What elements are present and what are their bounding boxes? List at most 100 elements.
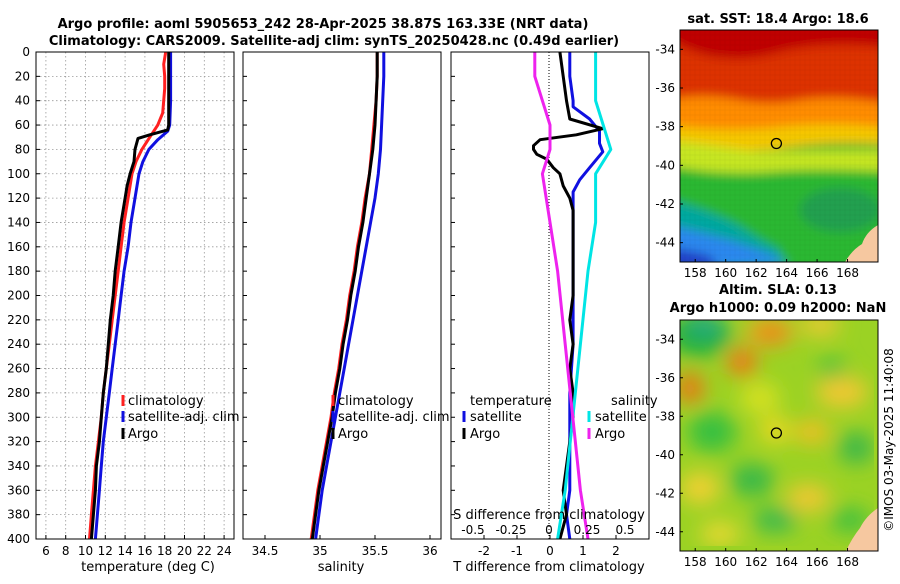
- sla-map-title-1: Altim. SLA: 0.13: [719, 283, 837, 298]
- title-line-1: Argo profile: aoml 5905653_242 28-Apr-20…: [58, 17, 589, 32]
- difference-xlabel: T difference from climatology: [452, 560, 645, 575]
- x-tick-label: 10: [78, 544, 93, 558]
- depth-tick-label: 300: [7, 410, 30, 424]
- x-tick-label: 6: [42, 544, 50, 558]
- map-y-tick-label: -42: [655, 197, 675, 211]
- x-tick-label: 14: [117, 544, 132, 558]
- series-line-s_satellite: [556, 52, 613, 540]
- salinity-legend: climatology satellite-adj. clim Argo: [331, 394, 450, 442]
- legend-label-s-satellite: satellite: [595, 410, 647, 425]
- sla-field: [680, 320, 878, 551]
- argo-position-marker: [770, 137, 783, 150]
- difference-panel: -2 -1 0 1 2 -0.5 -0.25 0 0.25 0.5 S difference f…: [450, 51, 658, 575]
- map-x-tick-label: 168: [836, 266, 859, 280]
- map-x-tick-label: 162: [745, 266, 768, 280]
- depth-tick-label: 60: [15, 118, 30, 132]
- sst-map: sat. SST: 18.4 Argo: 18.6 158 160 162 164 16…: [655, 12, 879, 280]
- map-y-tick-label: -40: [655, 448, 675, 462]
- x-tick-label: 0: [546, 544, 554, 558]
- x-tick-label: -1: [511, 544, 523, 558]
- map-x-tick-label: 164: [775, 266, 798, 280]
- map-y-tick-label: -34: [655, 42, 675, 56]
- legend-label-climatology: climatology: [338, 394, 414, 409]
- depth-tick-label: 120: [7, 191, 30, 205]
- legend-label-argo: Argo: [338, 427, 368, 442]
- map-x-tick-label: 168: [836, 555, 859, 569]
- sla-map: Altim. SLA: 0.13 Argo h1000: 0.09 h2000:…: [655, 283, 886, 569]
- x-tick-label: 8: [62, 544, 70, 558]
- depth-tick-label: 380: [7, 508, 30, 522]
- series-line-t_satellite: [565, 52, 605, 540]
- depth-tick-label: 100: [7, 167, 30, 181]
- legend-label-t-satellite: satellite: [470, 410, 522, 425]
- title-line-2: Climatology: CARS2009. Satellite-adj cli…: [49, 34, 619, 49]
- depth-tick-label: 140: [7, 215, 30, 229]
- sla-land: [846, 508, 878, 551]
- sst-land: [845, 225, 878, 262]
- salinity-panel-frame: [242, 51, 442, 540]
- x-tick-label: 1: [579, 544, 587, 558]
- copyright-note: ©IMOS 03-May-2025 11:40:08: [882, 348, 896, 532]
- map-x-tick-label: 160: [714, 555, 737, 569]
- map-y-tick-label: -44: [655, 525, 675, 539]
- x-tick-label: 20: [177, 544, 192, 558]
- depth-tick-label: 320: [7, 435, 30, 449]
- depth-tick-label: 200: [7, 289, 30, 303]
- series-line-satellite: [314, 52, 386, 540]
- sla-map-title-2: Argo h1000: 0.09 h2000: NaN: [670, 301, 887, 316]
- s-tick-label: -0.25: [495, 523, 526, 537]
- x-tick-label: 24: [216, 544, 231, 558]
- map-y-tick-label: -34: [655, 332, 675, 346]
- temperature-legend: climatology satellite-adj. clim Argo: [121, 394, 240, 442]
- map-x-tick-label: 160: [714, 266, 737, 280]
- depth-tick-label: 180: [7, 264, 30, 278]
- map-x-tick-label: 162: [745, 555, 768, 569]
- x-tick-label: 22: [197, 544, 212, 558]
- sst-field: [680, 30, 878, 262]
- s-tick-label: -0.5: [461, 523, 484, 537]
- x-tick-label: 36: [422, 544, 437, 558]
- legend-label-argo: Argo: [128, 427, 158, 442]
- legend-label-climatology: climatology: [128, 394, 204, 409]
- x-tick-label: 12: [98, 544, 113, 558]
- x-tick-label: 35.5: [362, 544, 389, 558]
- depth-tick-label: 240: [7, 337, 30, 351]
- legend-header-temperature: temperature: [470, 394, 552, 409]
- depth-tick-label: 220: [7, 313, 30, 327]
- x-tick-label: 18: [157, 544, 172, 558]
- depth-tick-label: 80: [15, 142, 30, 156]
- map-x-tick-label: 166: [806, 555, 829, 569]
- s-difference-title: S difference from climatology: [453, 508, 645, 523]
- legend-label-satellite: satellite-adj. clim: [128, 410, 240, 425]
- temperature-xlabel: temperature (deg C): [81, 560, 215, 575]
- sst-map-title: sat. SST: 18.4 Argo: 18.6: [687, 12, 868, 27]
- x-tick-label: -2: [478, 544, 490, 558]
- sla-map-frame: [679, 319, 879, 552]
- depth-tick-label: 20: [15, 69, 30, 83]
- x-tick-label: 2: [612, 544, 620, 558]
- depth-tick-label: 0: [22, 45, 30, 59]
- difference-legend: temperature salinity satellite Argo sate…: [462, 394, 658, 442]
- salinity-panel: 34.5 35 35.5 36 salinity climatology satell…: [242, 51, 450, 575]
- depth-axis: 0 20 40 60 80 100 120 140 160 180 200 220 240 260 280 3…: [7, 45, 30, 546]
- map-x-tick-label: 158: [684, 266, 707, 280]
- series-line-climatology: [309, 52, 379, 540]
- series-line-s_argo: [533, 52, 590, 540]
- sst-map-frame: [679, 29, 879, 263]
- map-y-tick-label: -36: [655, 81, 675, 95]
- s-tick-label: 0.25: [574, 523, 601, 537]
- map-x-tick-label: 164: [775, 555, 798, 569]
- x-tick-label: 35: [312, 544, 327, 558]
- x-tick-label: 16: [137, 544, 152, 558]
- depth-tick-label: 160: [7, 240, 30, 254]
- s-tick-label: 0: [545, 523, 553, 537]
- salinity-xlabel: salinity: [318, 560, 365, 575]
- s-tick-label: 0.5: [615, 523, 634, 537]
- map-x-tick-label: 158: [684, 555, 707, 569]
- map-y-tick-label: -44: [655, 236, 675, 250]
- map-y-tick-label: -38: [655, 409, 675, 423]
- argo-position-marker: [770, 427, 783, 439]
- depth-tick-label: 340: [7, 459, 30, 473]
- map-y-tick-label: -36: [655, 371, 675, 385]
